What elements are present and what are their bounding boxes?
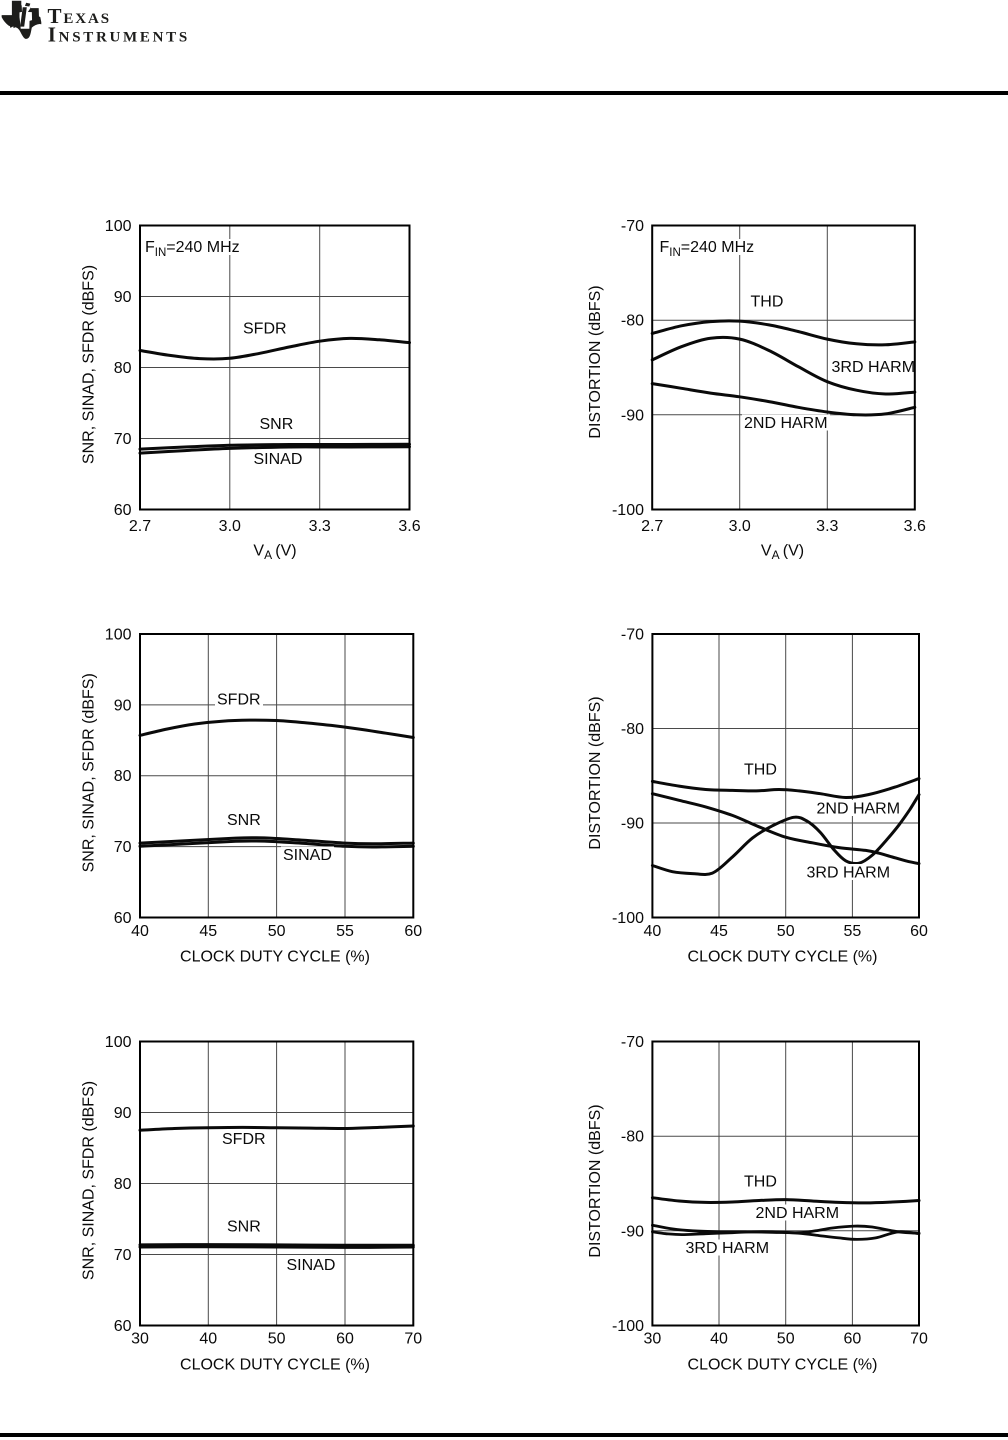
svg-text:-80: -80 bbox=[621, 313, 644, 330]
svg-text:SFDR: SFDR bbox=[243, 321, 287, 338]
svg-text:-70: -70 bbox=[621, 627, 644, 644]
svg-text:SNR: SNR bbox=[227, 1219, 261, 1236]
svg-text:SNR, SINAD, SFDR (dBFS): SNR, SINAD, SFDR (dBFS) bbox=[81, 1081, 98, 1280]
svg-text:-90: -90 bbox=[621, 816, 644, 833]
svg-text:90: 90 bbox=[114, 1105, 132, 1122]
svg-text:Texas: Texas bbox=[48, 4, 112, 28]
svg-text:-70: -70 bbox=[621, 1034, 644, 1051]
svg-text:SNR, SINAD, SFDR (dBFS): SNR, SINAD, SFDR (dBFS) bbox=[80, 673, 97, 872]
svg-text:55: 55 bbox=[336, 923, 354, 940]
svg-text:-90: -90 bbox=[621, 1223, 644, 1240]
svg-text:CLOCK DUTY CYCLE (%): CLOCK DUTY CYCLE (%) bbox=[688, 949, 878, 966]
svg-text:40: 40 bbox=[131, 923, 149, 940]
svg-text:40: 40 bbox=[199, 1331, 217, 1348]
svg-text:3.6: 3.6 bbox=[904, 518, 926, 535]
svg-text:30: 30 bbox=[644, 1331, 662, 1348]
svg-text:DISTORTION (dBFS): DISTORTION (dBFS) bbox=[587, 696, 604, 849]
svg-text:SINAD: SINAD bbox=[287, 1257, 336, 1274]
svg-text:SFDR: SFDR bbox=[217, 692, 261, 709]
svg-text:60: 60 bbox=[404, 923, 422, 940]
svg-text:CLOCK DUTY CYCLE (%): CLOCK DUTY CYCLE (%) bbox=[180, 949, 370, 966]
svg-text:80: 80 bbox=[114, 1176, 132, 1193]
svg-text:-100: -100 bbox=[612, 1318, 644, 1335]
svg-text:2ND HARM: 2ND HARM bbox=[744, 415, 828, 432]
svg-text:60: 60 bbox=[336, 1331, 354, 1348]
svg-text:60: 60 bbox=[910, 923, 928, 940]
svg-text:-100: -100 bbox=[612, 502, 644, 519]
svg-text:90: 90 bbox=[114, 697, 132, 714]
svg-text:-80: -80 bbox=[621, 721, 644, 738]
svg-text:50: 50 bbox=[777, 923, 795, 940]
svg-text:3.3: 3.3 bbox=[816, 518, 838, 535]
svg-text:-90: -90 bbox=[621, 407, 644, 424]
svg-text:DISTORTION (dBFS): DISTORTION (dBFS) bbox=[587, 285, 604, 438]
svg-text:2.7: 2.7 bbox=[641, 518, 663, 535]
svg-text:50: 50 bbox=[777, 1331, 795, 1348]
svg-text:3RD HARM: 3RD HARM bbox=[832, 359, 916, 376]
svg-text:SFDR: SFDR bbox=[222, 1131, 266, 1148]
svg-text:40: 40 bbox=[644, 923, 662, 940]
svg-text:70: 70 bbox=[114, 1247, 132, 1264]
svg-text:2.7: 2.7 bbox=[129, 518, 151, 535]
svg-text:80: 80 bbox=[114, 768, 132, 785]
svg-text:CLOCK DUTY CYCLE (%): CLOCK DUTY CYCLE (%) bbox=[180, 1356, 370, 1373]
svg-text:70: 70 bbox=[910, 1331, 928, 1348]
svg-text:THD: THD bbox=[744, 1174, 777, 1191]
svg-text:CLOCK DUTY CYCLE (%): CLOCK DUTY CYCLE (%) bbox=[688, 1356, 878, 1373]
svg-text:-70: -70 bbox=[621, 218, 644, 235]
svg-text:3.0: 3.0 bbox=[219, 518, 241, 535]
svg-text:-80: -80 bbox=[621, 1129, 644, 1146]
svg-text:FIN=240 MHz: FIN=240 MHz bbox=[145, 239, 240, 259]
svg-text:SNR: SNR bbox=[227, 812, 261, 829]
svg-text:60: 60 bbox=[844, 1331, 862, 1348]
svg-text:45: 45 bbox=[710, 923, 728, 940]
svg-text:VA (V): VA (V) bbox=[253, 543, 296, 563]
svg-text:3RD HARM: 3RD HARM bbox=[807, 865, 891, 882]
svg-text:50: 50 bbox=[268, 1331, 286, 1348]
svg-text:-100: -100 bbox=[612, 910, 644, 927]
svg-text:THD: THD bbox=[744, 762, 777, 779]
svg-text:SINAD: SINAD bbox=[254, 451, 303, 468]
svg-text:45: 45 bbox=[199, 923, 217, 940]
svg-text:SNR, SINAD, SFDR (dBFS): SNR, SINAD, SFDR (dBFS) bbox=[81, 265, 98, 464]
svg-text:80: 80 bbox=[114, 360, 132, 377]
svg-text:3RD HARM: 3RD HARM bbox=[686, 1240, 770, 1257]
svg-text:100: 100 bbox=[105, 627, 132, 644]
svg-text:30: 30 bbox=[131, 1331, 149, 1348]
svg-text:3.0: 3.0 bbox=[729, 518, 751, 535]
svg-text:DISTORTION (dBFS): DISTORTION (dBFS) bbox=[587, 1104, 604, 1257]
svg-text:FIN=240 MHz: FIN=240 MHz bbox=[660, 239, 755, 259]
svg-text:50: 50 bbox=[268, 923, 286, 940]
svg-text:60: 60 bbox=[114, 910, 132, 927]
svg-text:VA (V): VA (V) bbox=[761, 543, 804, 563]
svg-text:100: 100 bbox=[105, 218, 132, 235]
svg-text:40: 40 bbox=[710, 1331, 728, 1348]
svg-text:60: 60 bbox=[114, 1318, 132, 1335]
svg-text:2ND HARM: 2ND HARM bbox=[817, 801, 901, 818]
svg-text:70: 70 bbox=[114, 431, 132, 448]
svg-text:60: 60 bbox=[114, 502, 132, 519]
svg-text:3.3: 3.3 bbox=[309, 518, 331, 535]
svg-text:SINAD: SINAD bbox=[283, 847, 332, 864]
svg-text:3.6: 3.6 bbox=[398, 518, 420, 535]
svg-text:90: 90 bbox=[114, 289, 132, 306]
svg-text:THD: THD bbox=[751, 294, 784, 311]
svg-text:Instruments: Instruments bbox=[48, 22, 190, 46]
svg-text:55: 55 bbox=[844, 923, 862, 940]
svg-text:100: 100 bbox=[105, 1034, 132, 1051]
svg-text:70: 70 bbox=[404, 1331, 422, 1348]
svg-text:2ND HARM: 2ND HARM bbox=[756, 1205, 840, 1222]
svg-text:70: 70 bbox=[114, 839, 132, 856]
svg-text:SNR: SNR bbox=[260, 416, 294, 433]
